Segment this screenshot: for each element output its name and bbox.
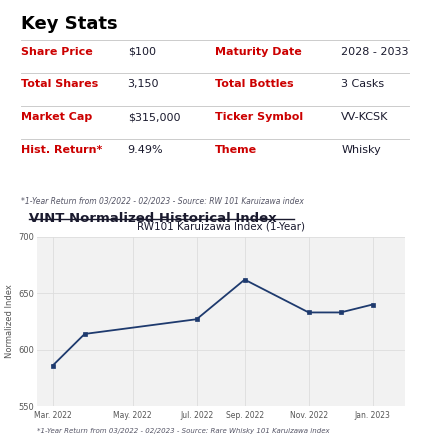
Text: 3,150: 3,150 <box>128 79 159 89</box>
Text: 2028 - 2033: 2028 - 2033 <box>341 47 409 57</box>
Text: Total Shares: Total Shares <box>21 79 98 89</box>
Text: Total Bottles: Total Bottles <box>215 79 293 89</box>
Text: *1-Year Return from 03/2022 - 02/2023 - Source: RW 101 Karuizawa index: *1-Year Return from 03/2022 - 02/2023 - … <box>21 196 304 206</box>
Text: Ticker Symbol: Ticker Symbol <box>215 112 303 122</box>
Text: Market Cap: Market Cap <box>21 112 92 122</box>
Text: Maturity Date: Maturity Date <box>215 47 301 57</box>
Text: 9.49%: 9.49% <box>128 145 163 155</box>
Text: VV-KCSK: VV-KCSK <box>341 112 389 122</box>
Text: $100: $100 <box>128 47 156 57</box>
Text: Theme: Theme <box>215 145 257 155</box>
Text: Share Price: Share Price <box>21 47 93 57</box>
Text: Hist. Return*: Hist. Return* <box>21 145 102 155</box>
Text: *1-Year Return from 03/2022 - 02/2023 - Source: Rare Whisky 101 Karuizawa index: *1-Year Return from 03/2022 - 02/2023 - … <box>37 428 329 434</box>
Text: Key Stats: Key Stats <box>21 15 117 33</box>
Text: 3 Casks: 3 Casks <box>341 79 384 89</box>
Text: Whisky: Whisky <box>341 145 381 155</box>
Text: $315,000: $315,000 <box>128 112 180 122</box>
Text: VINT Normalized Historical Index: VINT Normalized Historical Index <box>29 211 276 225</box>
